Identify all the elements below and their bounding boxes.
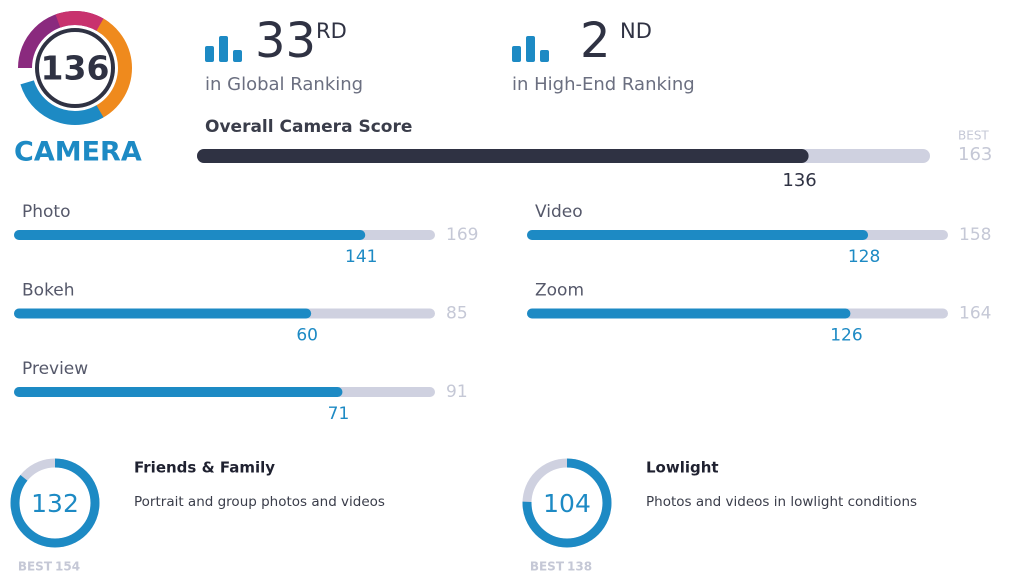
score-value: 141 (345, 247, 377, 267)
use-case-title: Friends & Family (134, 459, 275, 477)
score-fill (197, 149, 809, 163)
best-label: BEST (530, 560, 565, 574)
score-value: 128 (848, 247, 880, 267)
best-value: 164 (959, 304, 991, 324)
subscore-label: Preview (22, 359, 88, 379)
best-value: 91 (446, 382, 468, 402)
overall-label: Overall Camera Score (205, 117, 412, 137)
score-value: 136 (782, 170, 816, 191)
badge-arc (17, 10, 132, 125)
score-fill (14, 387, 343, 397)
rank-number: 33 (255, 13, 316, 69)
rank-suffix: ND (620, 19, 652, 43)
use-case-description: Portrait and group photos and videos (134, 494, 385, 510)
score-fill (14, 230, 366, 240)
subscore-label: Zoom (535, 281, 584, 301)
score-fill (14, 308, 312, 319)
ring-fill (10, 458, 100, 548)
ring-score: 104 (543, 489, 591, 518)
use-case-description: Photos and videos in lowlight conditions (646, 494, 917, 510)
use-case-title: Lowlight (646, 459, 719, 477)
score-fill (527, 230, 869, 240)
best-value: 85 (446, 304, 468, 324)
score-value: 126 (830, 326, 862, 346)
badge-arc (17, 10, 132, 125)
camera-badge: 136 CAMERA (14, 10, 142, 168)
subscore-label: Video (535, 202, 583, 222)
best-value: 154 (55, 560, 80, 574)
best-value: 169 (446, 225, 478, 245)
best-label: BEST (18, 560, 53, 574)
ring-fill (522, 458, 612, 548)
rank-number: 2 (580, 13, 611, 69)
subscore-label: Bokeh (22, 281, 75, 301)
best-value: 138 (567, 560, 592, 574)
badge-label: CAMERA (14, 137, 142, 168)
best-value: 158 (959, 225, 991, 245)
rank-label: in High-End Ranking (512, 74, 695, 95)
score-value: 60 (296, 326, 318, 346)
rank-label: in Global Ranking (205, 74, 363, 95)
best-label: BEST (958, 129, 989, 143)
subscore-label: Photo (22, 202, 71, 222)
badge-score: 136 (41, 49, 110, 88)
rank-icon (512, 36, 549, 62)
rank-suffix: RD (316, 19, 347, 43)
score-value: 71 (328, 404, 350, 424)
ring-score: 132 (31, 489, 79, 518)
rank-icon (205, 36, 242, 62)
badge-arc (18, 11, 132, 126)
score-fill (527, 308, 851, 319)
badge-core (35, 28, 115, 108)
best-value: 163 (958, 144, 992, 165)
